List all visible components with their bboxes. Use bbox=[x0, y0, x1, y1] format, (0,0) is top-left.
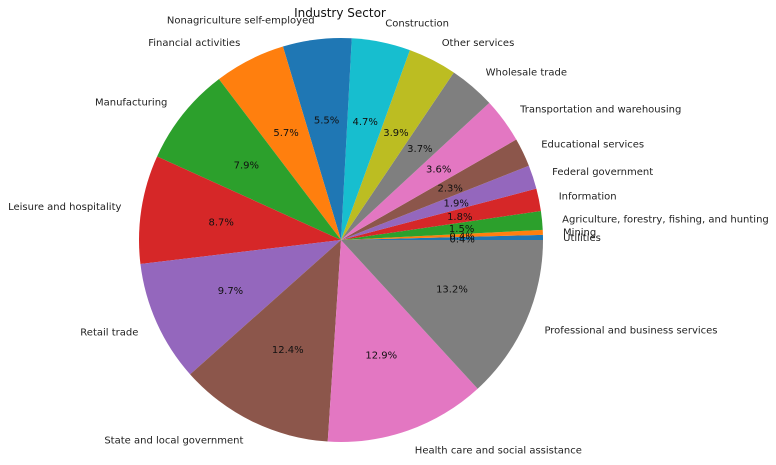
pie-slice-manufacturing bbox=[157, 79, 341, 240]
percent-labels-layer: 0.4%0.4%1.5%1.8%1.9%2.3%3.6%3.7%3.9%4.7%… bbox=[209, 116, 475, 362]
pie-category-label: Nonagriculture self-employed bbox=[167, 15, 315, 26]
slices-layer bbox=[139, 38, 543, 442]
pie-slice-nonagriculture-self-employed bbox=[282, 38, 352, 240]
pie-percent-label: 4.7% bbox=[352, 117, 377, 128]
pie-percent-label: 1.8% bbox=[447, 212, 472, 223]
pie-slice-transportation-and-warehousing bbox=[341, 102, 517, 240]
pie-percent-label: 3.6% bbox=[426, 164, 451, 175]
pie-percent-label: 8.7% bbox=[209, 217, 234, 228]
pie-category-label: State and local government bbox=[104, 436, 243, 447]
pie-category-label: Financial activities bbox=[148, 38, 240, 49]
pie-category-label: Educational services bbox=[541, 140, 644, 151]
pie-category-label: Federal government bbox=[552, 167, 653, 178]
pie-category-label: Professional and business services bbox=[544, 325, 717, 336]
pie-percent-label: 5.7% bbox=[273, 128, 298, 139]
pie-percent-label: 7.9% bbox=[234, 160, 259, 171]
pie-slice-retail-trade bbox=[140, 240, 341, 375]
pie-percent-label: 1.9% bbox=[443, 198, 468, 209]
pie-category-label: Wholesale trade bbox=[486, 67, 567, 78]
pie-percent-label: 9.7% bbox=[218, 286, 243, 297]
pie-slice-mining bbox=[341, 229, 543, 240]
pie-slice-federal-government bbox=[341, 165, 537, 240]
pie-percent-label: 3.9% bbox=[383, 128, 408, 139]
pie-slice-other-services bbox=[341, 50, 454, 241]
pie-category-label: Information bbox=[559, 192, 617, 203]
pie-slice-wholesale-trade bbox=[341, 72, 490, 240]
pie-slice-construction bbox=[341, 38, 410, 240]
pie-category-label: Manufacturing bbox=[95, 97, 167, 108]
pie-category-label: Transportation and warehousing bbox=[519, 104, 681, 115]
pie-category-label: Leisure and hospitality bbox=[8, 202, 121, 213]
pie-category-label: Health care and social assistance bbox=[415, 446, 582, 457]
pie-percent-label: 12.4% bbox=[272, 345, 304, 356]
pie-slice-financial-activities bbox=[218, 46, 341, 240]
pie-category-label: Utilities bbox=[563, 233, 601, 244]
pie-slice-agriculture-forestry-fishing-and-hunting bbox=[341, 210, 543, 240]
pie-slice-educational-services bbox=[341, 139, 529, 240]
pie-percent-label: 12.9% bbox=[365, 350, 397, 361]
pie-slice-information bbox=[341, 188, 541, 240]
pie-slice-state-and-local-government bbox=[190, 240, 341, 442]
pie-percent-label: 2.3% bbox=[438, 183, 463, 194]
pie-category-label: Retail trade bbox=[80, 327, 138, 338]
pie-percent-label: 5.5% bbox=[314, 116, 339, 127]
pie-slice-utilities bbox=[341, 234, 543, 240]
pie-percent-label: 1.5% bbox=[449, 224, 474, 235]
pie-category-label: Other services bbox=[442, 38, 515, 49]
pie-percent-label: 0.4% bbox=[449, 234, 474, 245]
pie-slice-leisure-and-hospitality bbox=[139, 156, 341, 265]
pie-category-label: Agriculture, forestry, fishing, and hunt… bbox=[562, 214, 769, 225]
pie-category-label: Mining bbox=[563, 228, 596, 239]
pie-slice-health-care-and-social-assistance bbox=[327, 240, 478, 442]
pie-category-label: Construction bbox=[385, 18, 449, 29]
pie-percent-label: 0.4% bbox=[449, 231, 474, 242]
pie-slice-professional-and-business-services bbox=[341, 240, 543, 389]
chart-title: Industry Sector bbox=[294, 6, 386, 20]
pie-percent-label: 13.2% bbox=[436, 285, 468, 296]
pie-percent-label: 3.7% bbox=[407, 144, 432, 155]
